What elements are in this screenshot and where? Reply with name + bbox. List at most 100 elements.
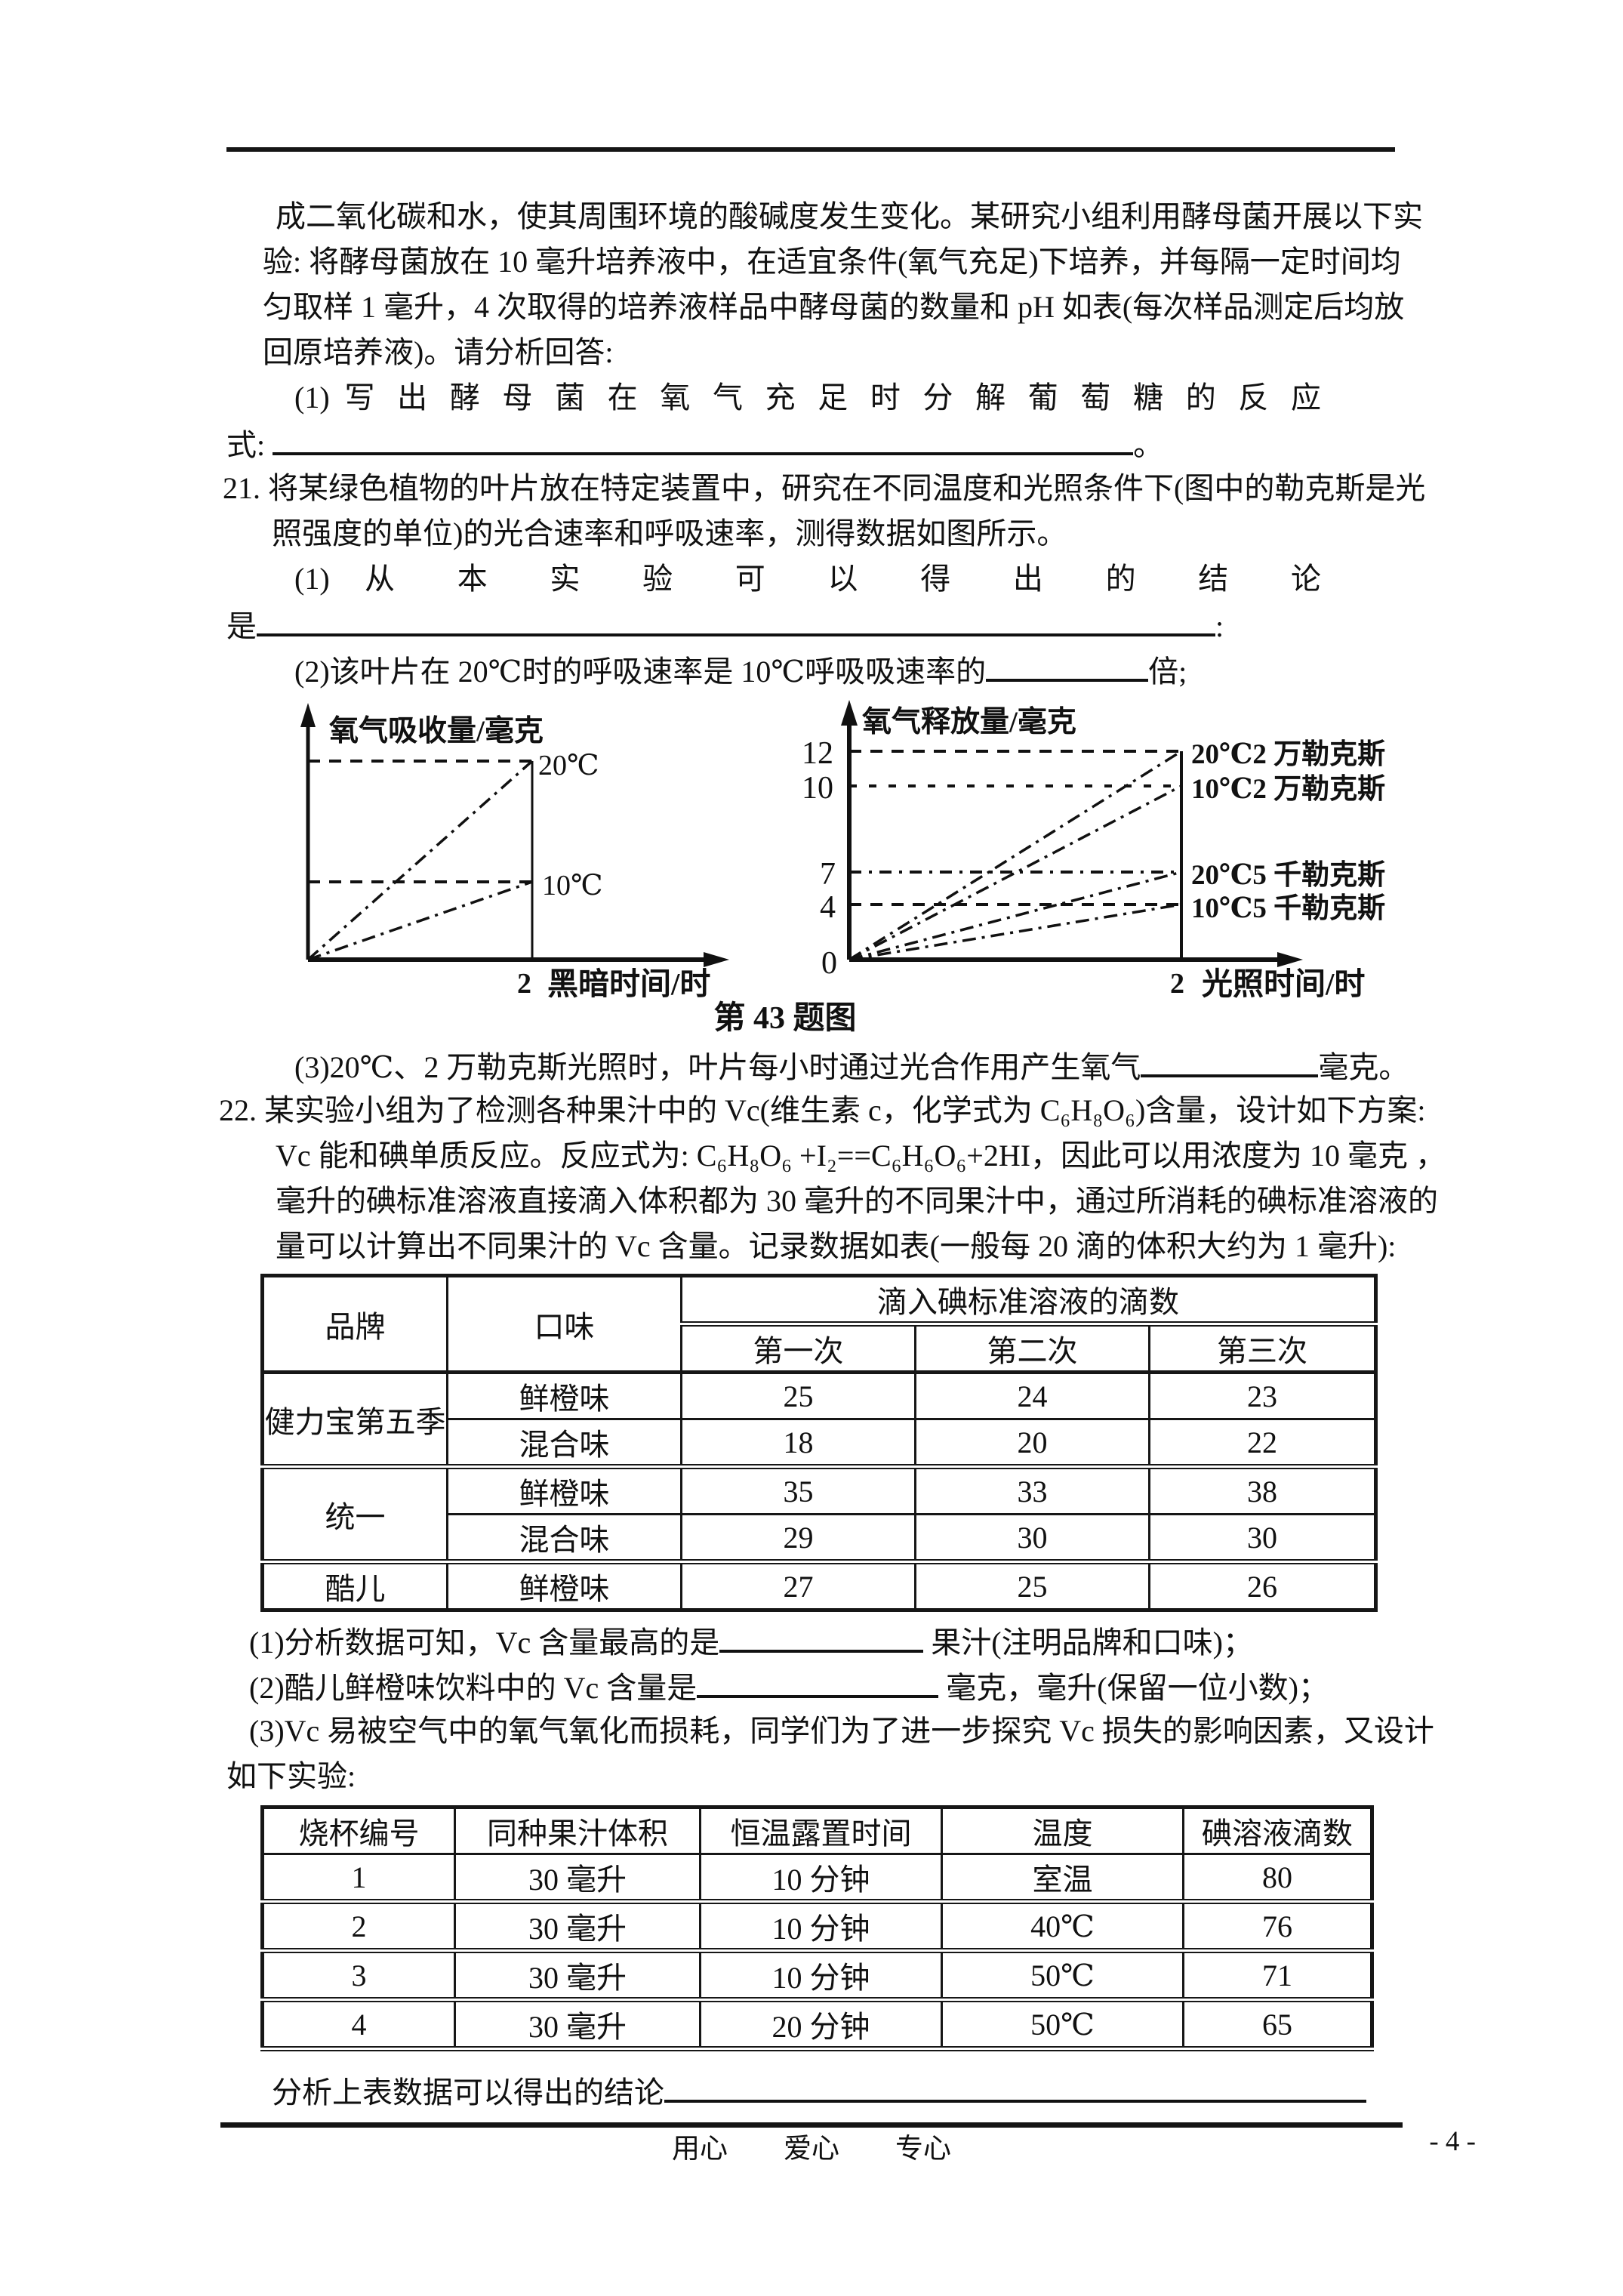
table-row: 统一 鲜橙味 35 33 38 bbox=[261, 1465, 1377, 1564]
volume-cell: 30 毫升 bbox=[454, 1949, 701, 2002]
q20-sub1-line: (1) 写 出 酵 母 菌 在 氧 气 充 足 时 分 解 葡 萄 糖 的 反 … bbox=[294, 381, 1321, 415]
series-label-10c-5klux: 10℃5 千勒克斯 bbox=[1191, 892, 1385, 924]
q22-intro-line: Vc 能和碘单质反应。反应式为: C₆H₈O₆ +I₂==C₆H₆O₆+2HI，… bbox=[276, 1139, 1446, 1173]
table-row: 酷儿 鲜橙味 27 25 26 bbox=[261, 1561, 1377, 1611]
brand-cell: 酷儿 bbox=[261, 1561, 448, 1611]
beaker-cell: 1 bbox=[261, 1853, 456, 1904]
value-cell: 38 bbox=[1148, 1465, 1377, 1515]
column-header-temperature: 温度 bbox=[941, 1806, 1184, 1855]
time-cell: 10 分钟 bbox=[699, 1853, 943, 1904]
q20-answer-line: 式: 。 bbox=[226, 421, 1623, 466]
vc-loss-experiment-table: 烧杯编号 同种果汁体积 恒温露置时间 温度 碘溶液滴数 1 30 毫升 10 分… bbox=[260, 1805, 1374, 2051]
series-label-20c: 20℃ bbox=[538, 750, 599, 781]
y-axis-label: 氧气吸收量/毫克 bbox=[329, 714, 544, 747]
header-rule bbox=[226, 147, 1395, 152]
column-header-flavor: 口味 bbox=[446, 1274, 682, 1374]
column-header-volume: 同种果汁体积 bbox=[454, 1806, 701, 1855]
page-number: - 4 - bbox=[1429, 2126, 1476, 2157]
column-header-trial-3: 第三次 bbox=[1148, 1323, 1377, 1374]
temperature-cell: 室温 bbox=[941, 1853, 1184, 1904]
q21-sub2-suffix: 倍; bbox=[1148, 655, 1187, 689]
series-line-10c-2wlux bbox=[848, 784, 1182, 961]
q22-sub3-line: (3)Vc 易被空气中的氧气氧化而损耗，同学们为了进一步探究 Vc 损失的影响因… bbox=[249, 1714, 1434, 1748]
table-row: 2 30 毫升 10 分钟 40℃ 76 bbox=[261, 1900, 1373, 1953]
answer-blank bbox=[986, 647, 1149, 682]
value-cell: 22 bbox=[1148, 1418, 1377, 1469]
q22-sub2-line: (2)酷儿鲜橙味饮料中的 Vc 含量是 毫克，毫升(保留一位小数)； bbox=[249, 1663, 1623, 1709]
footer-rule bbox=[220, 2122, 1403, 2128]
answer-blank bbox=[664, 2068, 1366, 2103]
value-cell: 30 bbox=[914, 1513, 1150, 1564]
q22-sub1-line: (1)分析数据可知，Vc 含量最高的是 果汁(注明品牌和口味)； bbox=[249, 1618, 1623, 1663]
flavor-cell: 鲜橙味 bbox=[446, 1465, 682, 1515]
series-label-20c-5klux: 20℃5 千勒克斯 bbox=[1191, 859, 1385, 891]
series-line-20c bbox=[306, 760, 534, 961]
paragraph-line: 回原培养液)。请分析回答: bbox=[263, 335, 614, 369]
y-tick-12: 12 bbox=[802, 736, 833, 771]
q21-intro-line: 21. 将某绿色植物的叶片放在特定装置中，研究在不同温度和光照条件下(图中的勒克… bbox=[223, 471, 1426, 505]
series-label-10c-2wlux: 10℃2 万勒克斯 bbox=[1191, 773, 1385, 805]
value-cell: 27 bbox=[680, 1561, 916, 1611]
value-cell: 25 bbox=[914, 1561, 1150, 1611]
beaker-cell: 2 bbox=[261, 1900, 456, 1953]
q21-sub3-line: (3)20℃、2 万勒克斯光照时，叶片每小时通过光合作用产生氧气 毫克。 bbox=[294, 1043, 1623, 1088]
flavor-cell: 鲜橙味 bbox=[446, 1561, 682, 1611]
column-header-brand: 品牌 bbox=[261, 1274, 448, 1374]
q22-intro-line: 22. 某实验小组为了检测各种果汁中的 Vc(维生素 c，化学式为 C₆H₈O₆… bbox=[219, 1093, 1426, 1127]
value-cell: 33 bbox=[914, 1465, 1150, 1515]
x-axis-label: 黑暗时间/时 bbox=[547, 966, 710, 999]
answer-blank bbox=[273, 421, 1134, 455]
q22-conclusion-line: 分析上表数据可以得出的结论 bbox=[272, 2068, 1623, 2113]
q21-sub2-line: (2)该叶片在 20℃时的呼吸速率是 10℃呼吸吸速率的 倍; bbox=[294, 647, 1623, 692]
q22-intro-line: 量可以计算出不同果汁的 Vc 含量。记录数据如表(一般每 20 滴的体积大约为 … bbox=[276, 1229, 1397, 1263]
series-label-10c: 10℃ bbox=[542, 870, 603, 901]
y-tick-4: 4 bbox=[820, 890, 836, 925]
y-tick-10: 10 bbox=[802, 771, 833, 806]
answer-blank bbox=[257, 602, 1215, 636]
x-tick-label: 2 bbox=[517, 968, 531, 999]
brand-cell: 健力宝第五季 bbox=[261, 1371, 448, 1469]
series-label-20c-2wlux: 20℃2 万勒克斯 bbox=[1191, 738, 1385, 770]
y-axis-arrow-icon bbox=[841, 700, 858, 726]
value-cell: 25 bbox=[680, 1371, 916, 1420]
answer-blank bbox=[1141, 1043, 1319, 1077]
column-header-drops: 滴入碘标准溶液的滴数 bbox=[680, 1274, 1377, 1327]
temperature-cell: 50℃ bbox=[941, 1999, 1184, 2051]
q21-sub3-prefix: (3)20℃、2 万勒克斯光照时，叶片每小时通过光合作用产生氧气 bbox=[294, 1050, 1141, 1084]
series-line-20c-2wlux bbox=[848, 750, 1182, 961]
q22-conclusion-prefix: 分析上表数据可以得出的结论 bbox=[272, 2076, 664, 2110]
y-tick-0: 0 bbox=[821, 946, 837, 981]
flavor-cell: 混合味 bbox=[446, 1513, 682, 1564]
q22-sub1-prefix: (1)分析数据可知，Vc 含量最高的是 bbox=[249, 1626, 720, 1660]
q20-answer-suffix: 。 bbox=[1133, 428, 1164, 462]
table-row: 1 30 毫升 10 分钟 室温 80 bbox=[261, 1853, 1373, 1904]
x-tick-label: 2 bbox=[1170, 968, 1184, 999]
drops-cell: 76 bbox=[1182, 1900, 1373, 1953]
flavor-cell: 鲜橙味 bbox=[446, 1371, 682, 1420]
time-cell: 10 分钟 bbox=[699, 1949, 943, 2002]
value-cell: 23 bbox=[1148, 1371, 1377, 1420]
answer-blank bbox=[697, 1663, 939, 1698]
temperature-cell: 50℃ bbox=[941, 1949, 1184, 2002]
table-row: 混合味 18 20 22 bbox=[263, 1418, 1377, 1469]
volume-cell: 30 毫升 bbox=[454, 1999, 701, 2051]
y-axis-arrow-icon bbox=[300, 703, 316, 727]
juice-vc-drops-table: 品牌 口味 滴入碘标准溶液的滴数 第一次 第二次 第三次 健力宝第五季 鲜橙味 … bbox=[260, 1274, 1378, 1612]
q22-sub2-prefix: (2)酷儿鲜橙味饮料中的 Vc 含量是 bbox=[249, 1671, 698, 1705]
value-cell: 35 bbox=[680, 1465, 916, 1515]
q21-intro-line: 照强度的单位)的光合速率和呼吸速率，测得数据如图所示。 bbox=[272, 516, 1067, 550]
value-cell: 18 bbox=[680, 1418, 916, 1469]
volume-cell: 30 毫升 bbox=[454, 1853, 701, 1904]
q22-sub1-suffix: 果汁(注明品牌和口味)； bbox=[923, 1626, 1253, 1660]
drops-cell: 71 bbox=[1182, 1949, 1373, 2002]
q21-sub1-answer-line: 是: bbox=[226, 602, 1623, 647]
footer-motto: 用心 爱心 专心 bbox=[672, 2134, 951, 2165]
q21-sub3-suffix: 毫克。 bbox=[1318, 1050, 1409, 1084]
x-axis-label: 光照时间/时 bbox=[1202, 966, 1365, 999]
q22-sub2-suffix: 毫克，毫升(保留一位小数)； bbox=[938, 1671, 1329, 1705]
time-cell: 10 分钟 bbox=[699, 1900, 943, 1953]
table-row: 4 30 毫升 20 分钟 50℃ 65 bbox=[261, 1999, 1373, 2051]
table-row: 混合味 29 30 30 bbox=[263, 1513, 1377, 1564]
series-line-10c-5klux bbox=[848, 903, 1182, 961]
